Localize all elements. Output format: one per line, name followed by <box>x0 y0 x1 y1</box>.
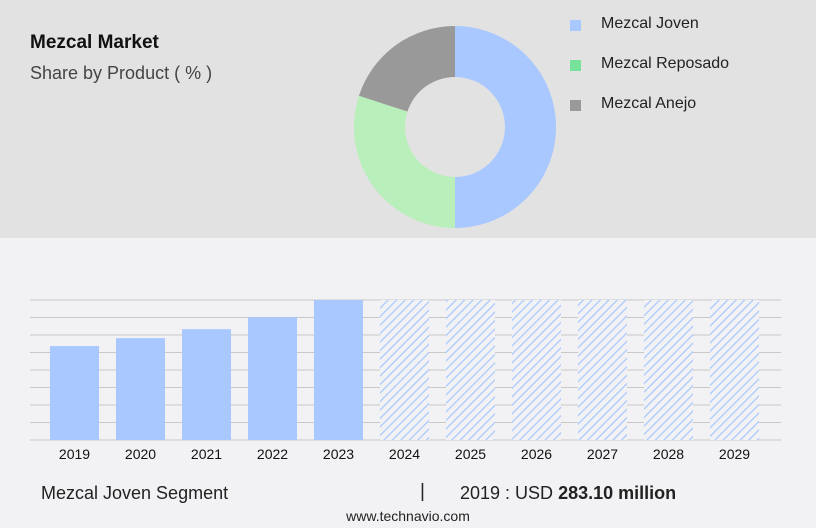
bar-2026 <box>512 300 561 440</box>
legend-swatch <box>570 100 581 111</box>
x-tick-label: 2022 <box>257 446 288 462</box>
legend-swatch <box>570 60 581 71</box>
x-tick-label: 2026 <box>521 446 552 462</box>
site-url[interactable]: www.technavio.com <box>346 508 470 524</box>
chart-subtitle: Share by Product ( % ) <box>30 63 213 83</box>
bar-2019 <box>50 346 99 440</box>
x-tick-label: 2027 <box>587 446 618 462</box>
legend-swatch <box>570 20 581 31</box>
bar-2028 <box>644 300 693 440</box>
segment-value: 2019 : USD 283.10 million <box>460 483 676 504</box>
x-tick-label: 2029 <box>719 446 750 462</box>
legend-label: Mezcal Anejo <box>601 95 697 112</box>
donut-slice-1 <box>354 95 455 229</box>
donut-slice-2 <box>358 26 455 112</box>
legend-label: Mezcal Reposado <box>601 55 730 72</box>
x-tick-label: 2020 <box>125 446 156 462</box>
x-tick-label: 2025 <box>455 446 486 462</box>
x-axis-labels: 2019 2020 2021 2022 2023 2024 2025 2026 2027 2028… <box>59 446 750 462</box>
value-amount: 283.10 million <box>558 483 677 503</box>
x-tick-label: 2024 <box>389 446 420 462</box>
bar-2027 <box>578 300 627 440</box>
bar-2029 <box>710 300 759 440</box>
separator: | <box>420 481 425 502</box>
bar-series <box>50 300 759 440</box>
donut-slice-0 <box>455 26 556 228</box>
x-tick-label: 2028 <box>653 446 684 462</box>
donut-chart <box>354 26 556 229</box>
bar-2020 <box>116 338 165 440</box>
legend-item-joven: Mezcal Joven <box>570 15 770 37</box>
bar-2023 <box>314 300 363 440</box>
bar-2022 <box>248 317 297 440</box>
bar-2025 <box>446 300 495 440</box>
x-tick-label: 2019 <box>59 446 90 462</box>
legend-label: Mezcal Joven <box>601 15 699 32</box>
legend-item-reposado: Mezcal Reposado <box>570 55 770 77</box>
year-label: 2019 : USD <box>460 483 554 503</box>
bar-2021 <box>182 329 231 440</box>
x-tick-label: 2023 <box>323 446 354 462</box>
segment-label: Mezcal Joven Segment <box>41 483 229 503</box>
legend-item-anejo: Mezcal Anejo <box>570 95 770 117</box>
x-tick-label: 2021 <box>191 446 222 462</box>
bar-2024 <box>380 300 429 440</box>
chart-title: Mezcal Market <box>30 32 159 53</box>
